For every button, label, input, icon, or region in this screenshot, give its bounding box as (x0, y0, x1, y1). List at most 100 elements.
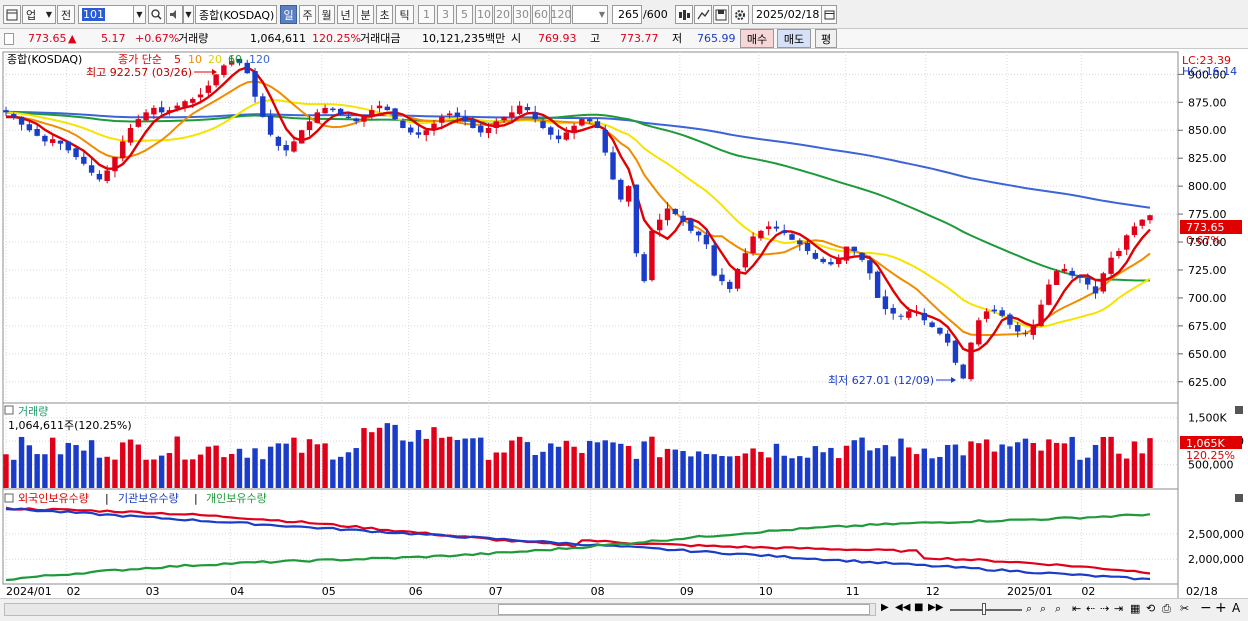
draw-line-icon[interactable] (694, 5, 712, 24)
price-tick-label: 750.00 (1188, 236, 1227, 249)
stop-icon[interactable]: ■ (914, 602, 924, 613)
zoom-slider-handle[interactable] (982, 603, 986, 615)
print-icon[interactable]: ⎙ (1162, 602, 1171, 615)
volume-bar (1077, 459, 1083, 488)
holding-panel-close-icon[interactable] (1235, 494, 1243, 502)
font-size-icon[interactable]: A (1232, 601, 1241, 615)
minute-120[interactable]: 120 (551, 5, 572, 24)
zoom-in-icon[interactable]: ⌕ (1040, 602, 1047, 615)
volume-bar (1100, 436, 1107, 488)
volume-bar (73, 445, 79, 488)
zoom-slider[interactable] (950, 603, 1022, 615)
next-page-icon[interactable]: ⇢ (1100, 602, 1110, 615)
prev-button[interactable]: 전 (57, 5, 75, 24)
volume-value-note: 1,064,611주(120.25%) (8, 419, 132, 432)
candle-body (618, 179, 624, 200)
minute-30[interactable]: 30 (513, 5, 531, 24)
volume-bar (672, 449, 678, 488)
volume-bar (898, 438, 904, 488)
volume-bar (968, 441, 974, 488)
count-input[interactable]: 265 (612, 5, 642, 24)
volume-bar (283, 443, 289, 488)
volume-bar (625, 445, 632, 488)
period-second[interactable]: 초 (376, 5, 393, 24)
speaker-icon[interactable] (166, 5, 183, 24)
volume-bar (1139, 453, 1145, 488)
index-name-field[interactable]: 종합(KOSDAQ) (195, 5, 277, 24)
sell-button[interactable]: 매도 (777, 29, 811, 48)
candle-body (400, 120, 406, 129)
crosshair-icon[interactable] (675, 5, 693, 24)
volume-bar (555, 446, 562, 488)
period-tick[interactable]: 틱 (395, 5, 414, 24)
period-year[interactable]: 년 (337, 5, 354, 24)
scroll-track[interactable] (4, 603, 876, 616)
candle-body (291, 141, 297, 152)
price-tick-label: 875.00 (1188, 96, 1227, 109)
grid-view-icon[interactable]: ▦ (1130, 602, 1141, 615)
holding-panel-checkbox[interactable] (4, 493, 14, 503)
code-dropdown-icon[interactable]: ▼ (133, 5, 146, 24)
save-icon[interactable] (713, 5, 729, 24)
first-page-icon[interactable]: ⇤ (1072, 602, 1082, 615)
fast-forward-icon[interactable]: ▶▶ (928, 602, 944, 613)
minute-3[interactable]: 3 (437, 5, 454, 24)
scroll-thumb[interactable] (498, 604, 870, 615)
amount-value: 10,121,235백만 (422, 32, 506, 45)
minute-20[interactable]: 20 (494, 5, 512, 24)
volume-bar (1085, 457, 1091, 488)
candle-body (260, 96, 266, 117)
plus-icon[interactable]: + (1215, 600, 1227, 616)
candle-body (213, 74, 219, 86)
code-input[interactable]: 101 (78, 5, 134, 24)
minute-60[interactable]: 60 (532, 5, 550, 24)
volume-panel-checkbox[interactable] (4, 405, 14, 415)
calendar-icon[interactable] (821, 5, 837, 24)
date-tick-label: 04 (230, 585, 244, 598)
period-minute[interactable]: 분 (357, 5, 374, 24)
period-day[interactable]: 일 (280, 5, 297, 24)
candle-body (462, 116, 468, 122)
minute-1[interactable]: 1 (418, 5, 435, 24)
period-week[interactable]: 주 (299, 5, 316, 24)
refresh-icon[interactable]: ⟲ (1146, 602, 1156, 615)
scroll-right-icon[interactable]: ▶ (881, 602, 889, 613)
layout-icon[interactable] (3, 5, 21, 24)
candle-body (158, 107, 165, 113)
candle-body (478, 125, 484, 133)
candle-body (73, 148, 79, 158)
zoom-out-icon[interactable]: ⌕ (1055, 602, 1062, 615)
volume-panel-close-icon[interactable] (1235, 406, 1243, 414)
chart-canvas[interactable]: 625.00 650.00 675.00 700.00 725.00 750.00 775.… (0, 50, 1248, 598)
volume-bar (618, 443, 624, 488)
date-tick-label: 2024/01 (6, 585, 52, 598)
minute-5[interactable]: 5 (456, 5, 473, 24)
minus-icon[interactable]: − (1200, 600, 1212, 616)
tool-icon[interactable]: ✂ (1180, 602, 1190, 615)
gear-icon[interactable] (731, 5, 749, 24)
volume-bar (291, 437, 297, 488)
volume-bar (812, 446, 819, 488)
price-tick-label: 850.00 (1188, 124, 1227, 137)
last-page-icon[interactable]: ⇥ (1114, 602, 1124, 615)
search-icon[interactable] (148, 5, 165, 24)
date-input[interactable]: 2025/02/18 (752, 5, 824, 24)
buy-button[interactable]: 매수 (740, 29, 774, 48)
quote-checkbox[interactable] (4, 33, 14, 45)
eval-button[interactable]: 평 (815, 29, 837, 48)
candlesticks (3, 55, 1153, 382)
volume-bar (843, 445, 850, 488)
period-month[interactable]: 월 (318, 5, 335, 24)
volume-bar (1069, 436, 1075, 488)
market-select[interactable]: 업 ▼ (22, 5, 56, 24)
minute-10[interactable]: 10 (475, 5, 493, 24)
speaker-dropdown-icon[interactable]: ▼ (183, 5, 194, 24)
prev-page-icon[interactable]: ⇠ (1086, 602, 1096, 615)
ma5-line (5, 66, 1151, 354)
candle-body (345, 116, 352, 118)
rewind-icon[interactable]: ◀◀ (895, 602, 911, 613)
search-icon[interactable]: ⌕ (1026, 602, 1033, 615)
candle-body (579, 119, 585, 126)
minute-custom-select[interactable]: ▼ (572, 5, 608, 24)
volume-bar (804, 457, 811, 488)
